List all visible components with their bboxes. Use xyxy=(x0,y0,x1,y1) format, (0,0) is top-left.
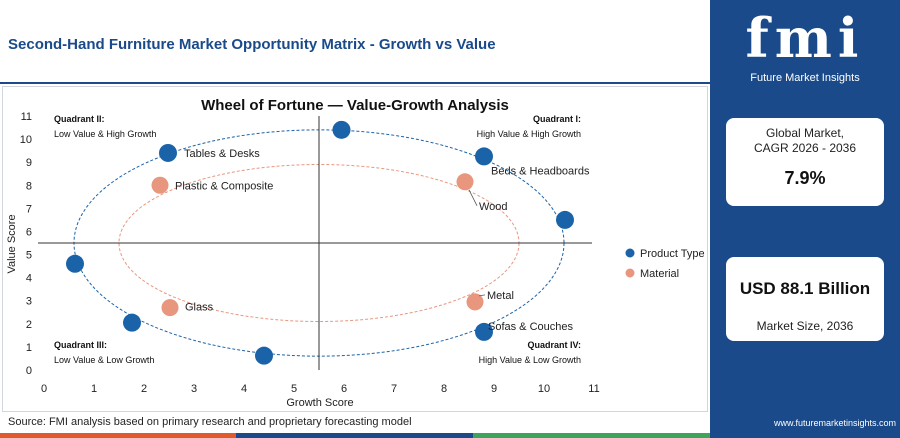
product-type-point xyxy=(475,147,493,166)
cagr-card: Global Market, CAGR 2026 - 2036 7.9% xyxy=(726,118,884,206)
bottom-accent-bar xyxy=(0,433,710,438)
material-point xyxy=(151,176,169,194)
point-label: Glass xyxy=(185,302,214,314)
quadrant-title: Quadrant I: xyxy=(533,114,581,124)
logo-subtitle: Future Market Insights xyxy=(750,72,860,84)
y-tick-label: 7 xyxy=(26,203,32,215)
point-label: Tables & Desks xyxy=(184,148,260,160)
x-tick-label: 8 xyxy=(441,383,447,395)
product-type-point xyxy=(159,143,177,162)
y-axis-label: Value Score xyxy=(6,214,18,273)
website-link[interactable]: www.futuremarketinsights.com xyxy=(773,418,896,428)
market-size-label: Market Size, 2036 xyxy=(756,319,854,333)
cagr-label: Global Market, CAGR 2026 - 2036 xyxy=(753,126,857,155)
logo-wordmark: fmi xyxy=(745,6,865,70)
fmi-logo: fmi Future Market Insights xyxy=(730,8,880,84)
x-tick-label: 4 xyxy=(241,383,247,395)
product-type-point xyxy=(66,254,84,273)
chart-title: Wheel of Fortune — Value-Growth Analysis xyxy=(201,97,509,114)
x-tick-label: 3 xyxy=(191,383,197,395)
x-tick-label: 2 xyxy=(141,383,147,395)
report-panel: Second-Hand Furniture Market Opportunity… xyxy=(0,36,710,438)
y-tick-label: 3 xyxy=(26,296,32,308)
x-tick-label: 1 xyxy=(91,383,97,395)
label-leader-line xyxy=(478,294,486,297)
title-divider xyxy=(0,82,710,84)
legend-label: Product Type xyxy=(640,248,705,260)
material-point xyxy=(456,173,474,191)
quadrant-description: High Value & High Growth xyxy=(477,129,581,139)
product-type-point xyxy=(255,346,273,365)
y-tick-label: 1 xyxy=(26,342,32,354)
y-tick-label: 11 xyxy=(21,111,32,123)
quadrant-title: Quadrant II: xyxy=(54,114,105,124)
legend-label: Material xyxy=(640,268,679,280)
quadrant-description: Low Value & Low Growth xyxy=(54,355,154,365)
x-tick-label: 11 xyxy=(588,383,599,395)
quadrant-description: Low Value & High Growth xyxy=(54,129,156,139)
x-tick-label: 7 xyxy=(391,383,397,395)
quadrant-title: Quadrant IV: xyxy=(527,340,581,350)
y-tick-label: 8 xyxy=(26,180,32,192)
y-tick-label: 0 xyxy=(26,365,32,377)
y-tick-label: 10 xyxy=(20,134,32,146)
x-tick-label: 5 xyxy=(291,383,297,395)
y-tick-label: 2 xyxy=(26,319,32,331)
x-tick-label: 6 xyxy=(341,383,347,395)
y-tick-label: 9 xyxy=(26,157,32,169)
market-size-card: USD 88.1 Billion Market Size, 2036 xyxy=(726,257,884,341)
x-tick-label: 10 xyxy=(538,383,550,395)
quadrant-title: Quadrant III: xyxy=(54,340,107,350)
source-note: Source: FMI analysis based on primary re… xyxy=(8,416,412,428)
point-label: Metal xyxy=(487,290,514,302)
market-size-value: USD 88.1 Billion xyxy=(739,279,871,298)
product-type-point xyxy=(475,322,493,341)
point-label: Beds & Headboards xyxy=(491,165,590,177)
product-type-point xyxy=(332,120,351,139)
point-label: Sofas & Couches xyxy=(488,321,573,333)
point-label: Wood xyxy=(479,201,508,213)
page-title: Second-Hand Furniture Market Opportunity… xyxy=(8,36,496,53)
y-tick-label: 4 xyxy=(26,273,32,285)
point-label: Plastic & Composite xyxy=(175,180,273,192)
label-leader-line xyxy=(468,189,478,206)
opportunity-matrix-chart: Wheel of Fortune — Value-Growth Analysis… xyxy=(6,97,705,409)
x-tick-label: 9 xyxy=(491,383,497,395)
material-point xyxy=(466,293,484,311)
cagr-value: 7.9% xyxy=(784,168,826,188)
sidebar: fmi Future Market Insights Global Market… xyxy=(710,0,900,438)
x-axis-label: Growth Score xyxy=(286,397,353,409)
product-type-point xyxy=(556,210,574,229)
quadrant-description: High Value & Low Growth xyxy=(479,355,581,365)
legend-marker xyxy=(625,268,635,278)
material-point xyxy=(161,299,179,317)
y-tick-label: 5 xyxy=(26,250,32,262)
y-tick-label: 6 xyxy=(26,226,32,238)
legend-marker xyxy=(625,248,635,258)
product-type-point xyxy=(123,313,141,332)
chart-frame xyxy=(2,86,708,412)
x-tick-label: 0 xyxy=(41,383,47,395)
